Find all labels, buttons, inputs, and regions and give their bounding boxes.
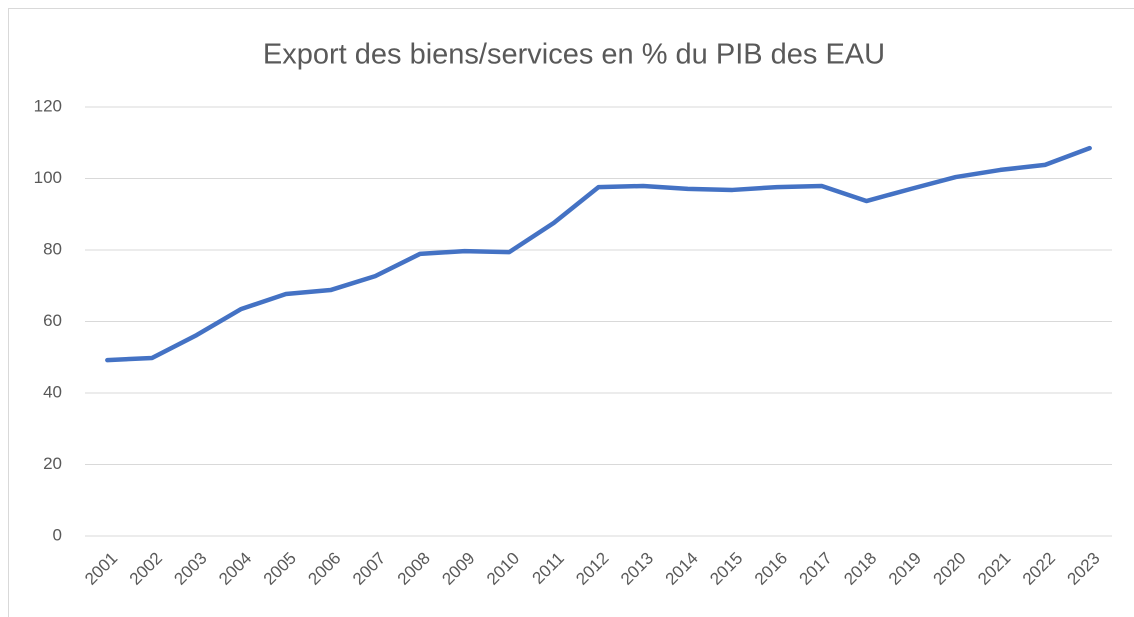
x-tick-label: 2019 (885, 549, 925, 589)
y-tick-label: 120 (34, 96, 62, 115)
chart-title: Export des biens/services en % du PIB de… (263, 39, 885, 71)
x-tick-label: 2009 (438, 549, 478, 589)
x-tick-label: 2018 (840, 549, 880, 589)
x-tick-label: 2014 (662, 549, 702, 589)
x-tick-label: 2017 (796, 549, 836, 589)
y-tick-label: 0 (53, 525, 62, 544)
y-tick-label: 20 (43, 454, 62, 473)
y-tick-label: 80 (43, 239, 62, 258)
x-tick-label: 2021 (974, 549, 1014, 589)
x-tick-label: 2010 (483, 549, 523, 589)
chart-border (8, 8, 1134, 617)
x-tick-label: 2002 (126, 549, 166, 589)
x-tick-label: 2012 (572, 549, 612, 589)
x-tick-label: 2003 (170, 549, 210, 589)
x-tick-label: 2004 (215, 549, 255, 589)
x-tick-label: 2016 (751, 549, 791, 589)
y-tick-label: 60 (43, 311, 62, 330)
x-tick-label: 2022 (1019, 549, 1059, 589)
y-tick-label: 40 (43, 382, 62, 401)
x-tick-label: 2001 (81, 549, 121, 589)
x-tick-label: 2015 (706, 549, 746, 589)
x-tick-label: 2020 (930, 549, 970, 589)
x-tick-label: 2006 (304, 549, 344, 589)
x-tick-label: 2008 (394, 549, 434, 589)
x-tick-label: 2011 (529, 549, 568, 588)
x-tick-label: 2007 (349, 549, 389, 589)
y-tick-label: 100 (34, 168, 62, 187)
line-series (105, 145, 1092, 363)
x-tick-label: 2005 (260, 549, 300, 589)
x-tick-label: 2013 (617, 549, 657, 589)
x-tick-label: 2023 (1063, 549, 1103, 589)
